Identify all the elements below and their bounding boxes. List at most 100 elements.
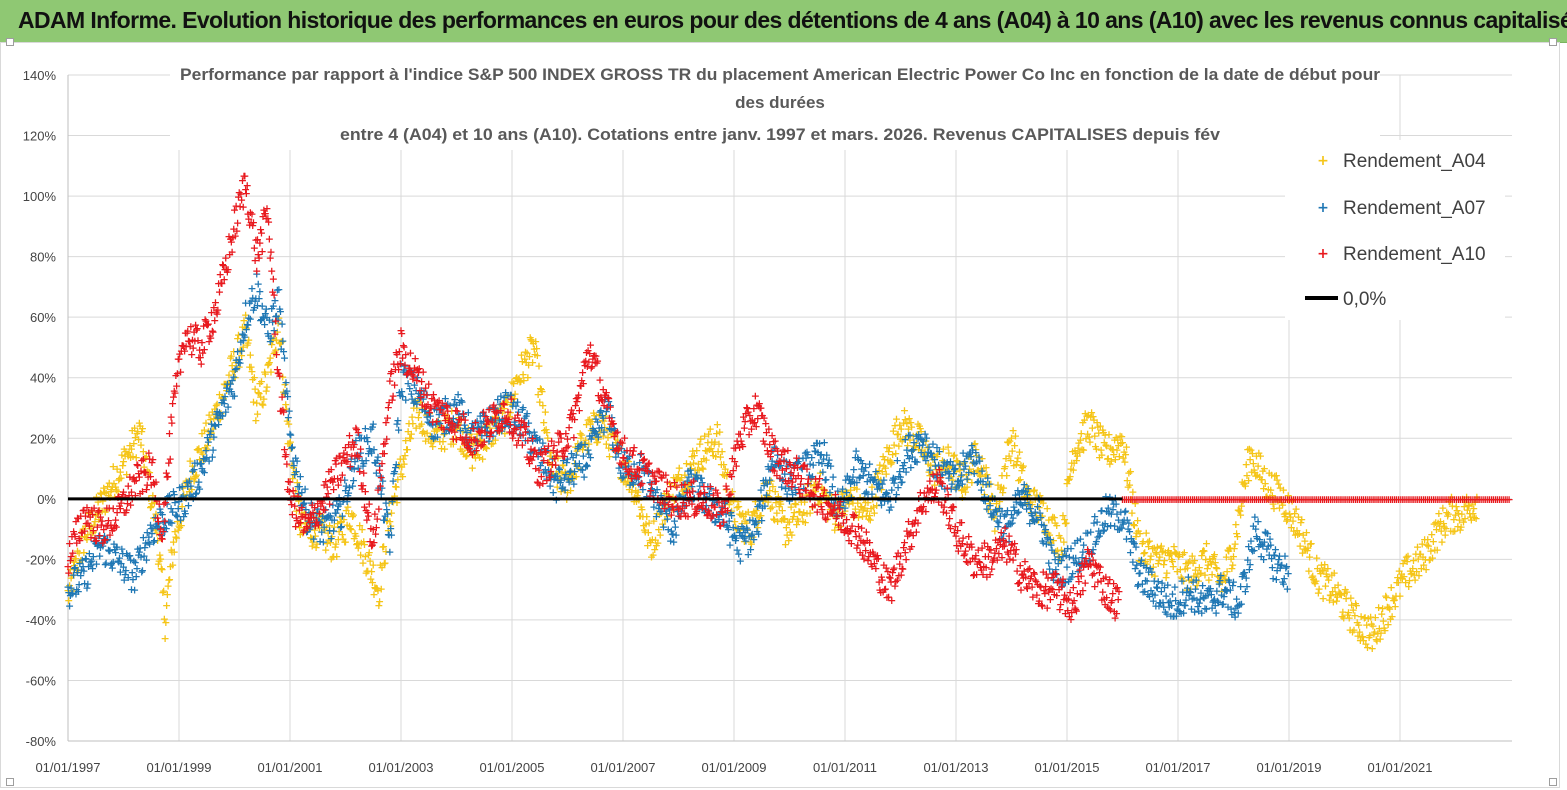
- scatter-point-A04: +: [290, 468, 299, 481]
- scatter-point-A04: +: [1200, 568, 1209, 581]
- scatter-point-A10: +: [359, 467, 368, 480]
- scatter-point-A04: +: [771, 485, 780, 498]
- scatter-point-A04: +: [1161, 546, 1170, 559]
- scatter-point-A04: +: [307, 532, 316, 545]
- scatter-point-A04: +: [666, 480, 675, 493]
- scatter-point-A04: +: [1043, 502, 1052, 515]
- scatter-point-A10: +: [620, 432, 629, 445]
- scatter-point-A04: +: [613, 433, 622, 446]
- scatter-point-A04: +: [1154, 557, 1163, 570]
- scatter-point-A07: +: [230, 389, 239, 402]
- scatter-point-A04: +: [904, 423, 913, 436]
- scatter-point-A04: +: [469, 437, 478, 450]
- scatter-point-A04: +: [404, 417, 413, 430]
- scatter-point-A04: +: [477, 434, 486, 447]
- scatter-point-A04: +: [363, 564, 372, 577]
- scatter-point-A04: +: [508, 393, 517, 406]
- scatter-point-A04: +: [378, 541, 387, 554]
- x-tick-label: 01/01/2001: [257, 760, 322, 775]
- scatter-point-A04: +: [410, 397, 419, 410]
- scatter-point-A04: +: [526, 333, 535, 346]
- scatter-point-A04: +: [357, 537, 366, 550]
- scatter-point-A04: +: [792, 518, 801, 531]
- scatter-point-A04: +: [444, 424, 453, 437]
- scatter-point-A04: +: [741, 508, 750, 521]
- scatter-point-A10: +: [208, 325, 217, 338]
- scatter-point-A04: +: [839, 500, 848, 513]
- scatter-point-A04: +: [94, 513, 103, 526]
- scatter-point-A04: +: [1022, 479, 1031, 492]
- scatter-point-A04: +: [352, 538, 361, 551]
- scatter-point-A04: +: [885, 441, 894, 454]
- scatter-point-A04: +: [245, 360, 254, 373]
- scatter-point-A04: +: [206, 413, 215, 426]
- scatter-point-A04: +: [878, 465, 887, 478]
- scatter-point-A04: +: [464, 421, 473, 434]
- scatter-point-A04: +: [83, 528, 92, 541]
- scatter-point-A04: +: [1062, 477, 1071, 490]
- scatter-point-A04: +: [166, 560, 175, 573]
- scatter-point-A04: +: [178, 500, 187, 513]
- scatter-point-A04: +: [1046, 535, 1055, 548]
- scatter-point-A04: +: [751, 495, 760, 508]
- scatter-point-A04: +: [858, 510, 867, 523]
- scatter-point-A04: +: [936, 471, 945, 484]
- scatter-point-A04: +: [146, 501, 155, 514]
- scatter-point-A04: +: [478, 453, 487, 466]
- scatter-point-A04: +: [165, 573, 174, 586]
- scatter-point-A04: +: [618, 458, 627, 471]
- scatter-point-A10: +: [275, 369, 284, 382]
- scatter-point-A04: +: [497, 399, 506, 412]
- scatter-point-A04: +: [400, 449, 409, 462]
- scatter-point-A10: +: [228, 245, 237, 258]
- scatter-point-A04: +: [1043, 526, 1052, 539]
- scatter-point-A04: +: [1084, 408, 1093, 421]
- scatter-point-A04: +: [262, 380, 271, 393]
- x-tick-label: 01/01/2021: [1367, 760, 1432, 775]
- scatter-point-A04: +: [301, 524, 310, 537]
- scatter-point-A04: +: [1065, 472, 1074, 485]
- scatter-point-A04: +: [1095, 451, 1104, 464]
- scatter-point-A04: +: [966, 450, 975, 463]
- scatter-point-A04: +: [212, 397, 221, 410]
- scatter-point-A04: +: [735, 508, 744, 521]
- scatter-point-A04: +: [700, 429, 709, 442]
- scatter-point-A04: +: [184, 476, 193, 489]
- scatter-point-A04: +: [760, 477, 769, 490]
- scatter-point-A04: +: [947, 470, 956, 483]
- scatter-point-A04: +: [375, 595, 384, 608]
- scatter-point-A04: +: [712, 427, 721, 440]
- scatter-point-A04: +: [1052, 519, 1061, 532]
- scatter-point-A04: +: [492, 417, 501, 430]
- scatter-point-A04: +: [907, 421, 916, 434]
- scatter-point-A04: +: [159, 584, 168, 597]
- scatter-point-A04: +: [623, 474, 632, 487]
- scatter-point-A10: +: [1012, 543, 1021, 556]
- scatter-point-A04: +: [241, 308, 250, 321]
- scatter-point-A04: +: [695, 464, 704, 477]
- scatter-point-A04: +: [461, 450, 470, 463]
- scatter-point-A04: +: [484, 415, 493, 428]
- scatter-point-A04: +: [1233, 530, 1242, 543]
- scatter-point-A04: +: [284, 418, 293, 431]
- scatter-point-A04: +: [1002, 469, 1011, 482]
- scatter-point-A04: +: [1094, 426, 1103, 439]
- scatter-point-A04: +: [890, 439, 899, 452]
- scatter-point-A04: +: [641, 525, 650, 538]
- scatter-point-A04: +: [1081, 432, 1090, 445]
- y-tick-label: 100%: [23, 189, 57, 204]
- scatter-point-A04: +: [193, 443, 202, 456]
- scatter-point-A04: +: [381, 545, 390, 558]
- scatter-point-A04: +: [1006, 454, 1015, 467]
- scatter-point-A04: +: [140, 451, 149, 464]
- scatter-point-A04: +: [826, 505, 835, 518]
- scatter-point-A04: +: [1151, 546, 1160, 559]
- scatter-point-A04: +: [354, 542, 363, 555]
- scatter-point-A04: +: [209, 412, 218, 425]
- scatter-point-A04: +: [838, 487, 847, 500]
- scatter-point-A04: +: [473, 448, 482, 461]
- scatter-point-A10: +: [265, 233, 274, 246]
- scatter-point-A04: +: [823, 512, 832, 525]
- scatter-point-A04: +: [581, 434, 590, 447]
- scatter-point-A04: +: [640, 523, 649, 536]
